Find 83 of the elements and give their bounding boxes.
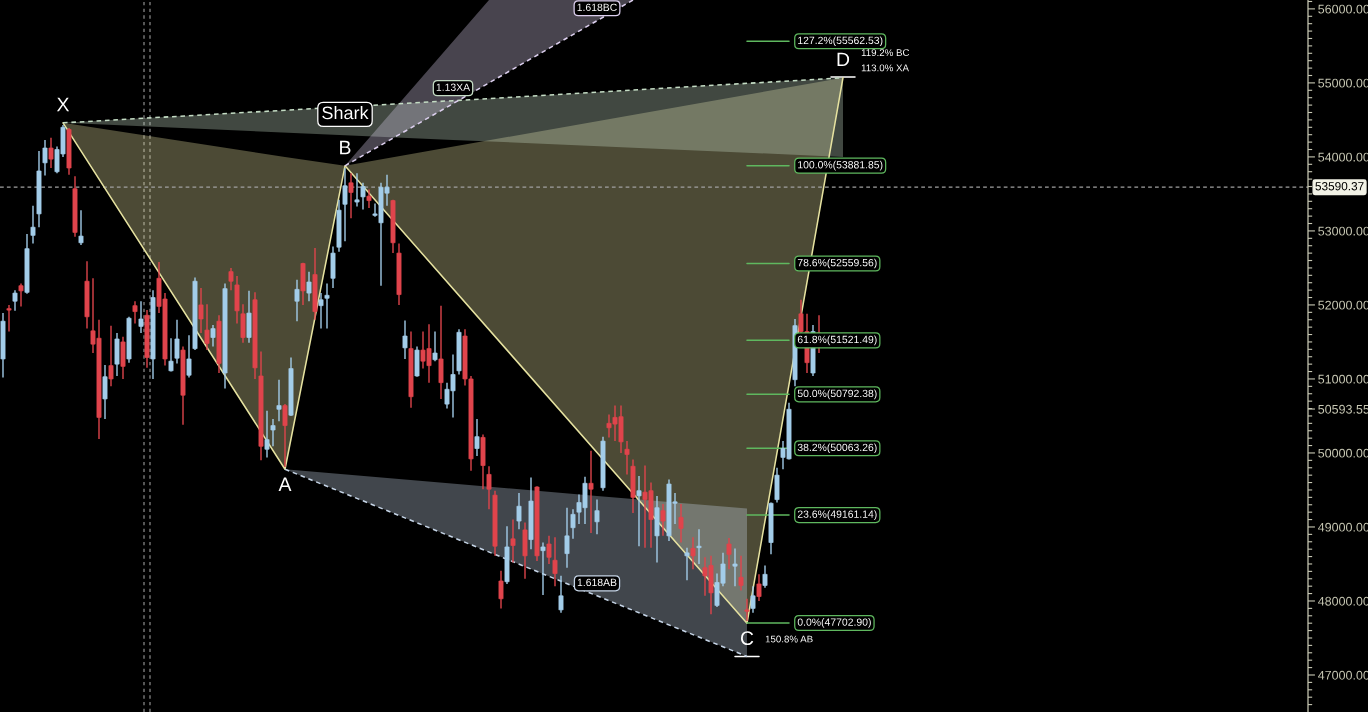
data-label: 100.0%(53881.85) — [798, 160, 883, 171]
data-label: 61.8%(51521.49) — [797, 335, 877, 346]
data-label: 23.6%(49161.14) — [797, 510, 877, 520]
candlestick — [48, 136, 54, 169]
candlestick — [18, 282, 24, 308]
candlestick — [552, 536, 558, 587]
candlestick — [750, 585, 756, 614]
candlestick — [240, 303, 246, 344]
candlestick — [102, 364, 108, 420]
annotation: 1.618BC — [577, 3, 617, 12]
candlestick — [438, 304, 444, 400]
candlestick — [318, 292, 324, 330]
candlestick — [486, 465, 492, 510]
candlestick — [516, 492, 522, 530]
candlestick — [264, 410, 270, 459]
candlestick — [360, 182, 366, 211]
candlestick — [42, 139, 48, 177]
annotation: 119.2% BC — [861, 49, 910, 57]
candlestick — [30, 205, 36, 245]
candlestick — [762, 564, 768, 589]
candlestick — [324, 282, 330, 330]
candlestick — [186, 334, 192, 379]
candlestick — [78, 209, 84, 246]
candlestick — [498, 569, 504, 610]
candlestick — [660, 503, 666, 537]
candlestick — [306, 270, 312, 302]
candlestick — [348, 172, 354, 220]
candlestick — [474, 418, 480, 457]
candlestick — [756, 573, 762, 602]
candlestick — [690, 536, 696, 570]
annotation: 150.8% AB — [765, 635, 813, 643]
candlestick — [354, 172, 360, 208]
candlestick — [294, 279, 300, 322]
candlestick — [132, 300, 138, 325]
candlestick — [432, 330, 438, 362]
candlestick — [570, 508, 576, 540]
annotation: B — [340, 140, 351, 155]
candlestick — [624, 440, 630, 476]
candlestick — [546, 535, 552, 565]
candlestick — [744, 598, 750, 622]
data-label: 50.0%(50792.38) — [797, 389, 877, 400]
data-label: 127.2%(55562.53) — [798, 36, 883, 47]
candlestick — [6, 304, 12, 333]
candlestick — [558, 575, 564, 614]
candlestick — [402, 319, 408, 360]
data-label: 78.6%(52559.56) — [797, 258, 877, 269]
candlestick — [108, 324, 114, 388]
annotation: X — [56, 97, 70, 112]
annotation: D — [837, 52, 850, 67]
candlestick — [210, 324, 216, 348]
candlestick — [204, 303, 210, 351]
annotation: 1.13XA — [436, 83, 471, 91]
candlestick — [510, 518, 516, 564]
candlestick — [684, 546, 690, 581]
candlestick — [138, 300, 144, 334]
annotation: A — [278, 477, 292, 491]
candlestick — [696, 528, 702, 565]
candlestick — [588, 450, 594, 534]
annotation: Shark — [322, 105, 369, 120]
annotation: 113.0% XA — [861, 64, 909, 72]
data-label: 0.0%(47702.90) — [797, 618, 871, 628]
candlestick — [636, 475, 642, 547]
ref-line-label: 53590.37 — [1315, 182, 1364, 191]
candlestick — [12, 289, 18, 312]
candlestick — [174, 319, 180, 365]
candlestick — [732, 547, 738, 587]
candlestick — [678, 503, 684, 544]
annotation: C — [740, 631, 754, 646]
candlestick — [228, 267, 234, 291]
candlestick — [168, 337, 174, 373]
candlestick — [342, 167, 348, 242]
candlestick — [366, 188, 372, 209]
candlestick — [270, 418, 276, 447]
candlestick — [540, 541, 546, 596]
data-label: 38.2%(50063.26) — [797, 443, 877, 454]
candlestick — [564, 507, 570, 569]
candlestick — [282, 403, 288, 468]
annotation: 1.618AB — [577, 578, 617, 587]
candlestick — [726, 537, 732, 570]
candlestick — [594, 498, 600, 536]
candlestick — [198, 287, 204, 334]
candlestick — [738, 555, 744, 592]
candlestick — [276, 378, 282, 422]
